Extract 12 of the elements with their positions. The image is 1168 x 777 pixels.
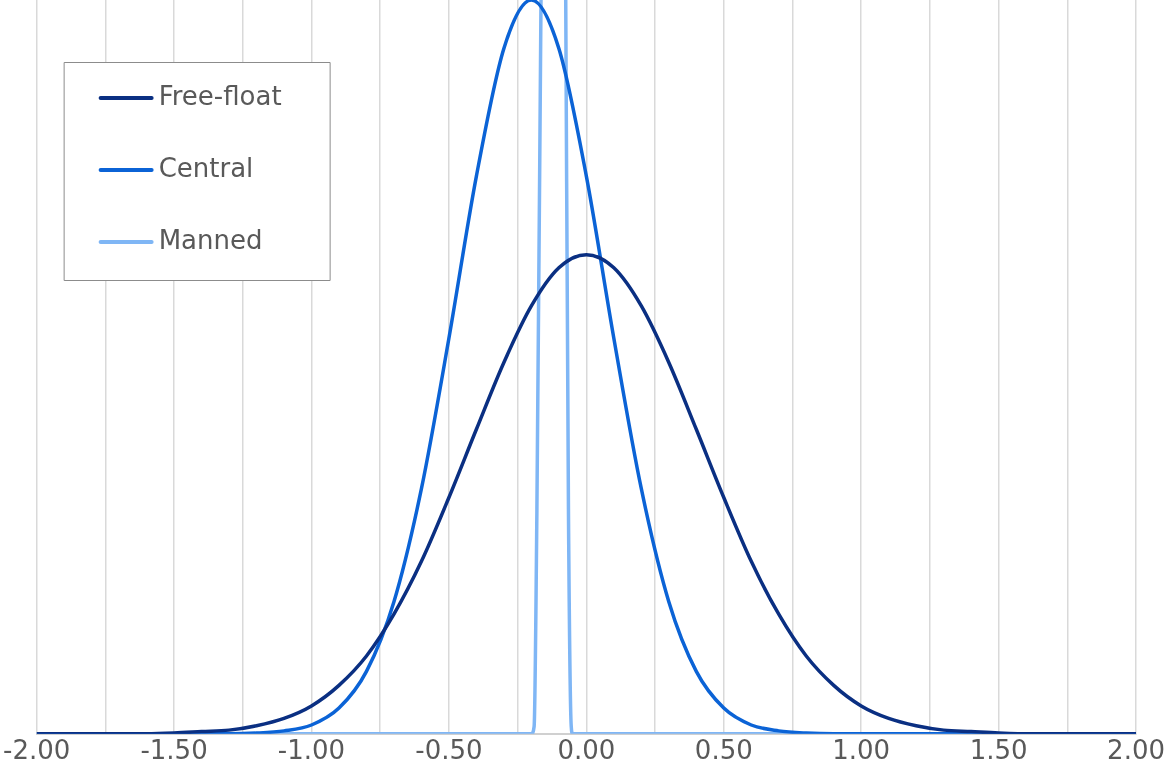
legend-label: Manned [158, 224, 263, 255]
x-tick-label: -0.50 [415, 735, 483, 766]
x-tick-label: -1.50 [140, 735, 208, 766]
legend-label: Free-float [158, 80, 282, 111]
x-tick-label: -1.00 [277, 735, 346, 766]
x-tick-label: -2.00 [3, 735, 71, 766]
x-tick-label: 2.00 [1107, 735, 1165, 766]
x-tick-label: 0.00 [557, 735, 616, 766]
x-tick-label: 1.50 [969, 735, 1028, 766]
legend-label: Central [158, 152, 254, 183]
x-tick-label: 0.50 [694, 735, 753, 766]
x-tick-label: 1.00 [832, 735, 891, 766]
